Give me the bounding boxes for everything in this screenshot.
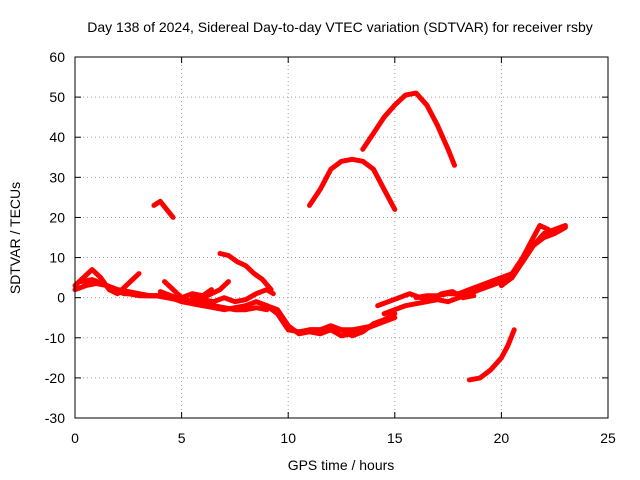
y-tick-label: 40: [49, 129, 65, 145]
tick-layer: -30 -20 -10 0 10 20 30 40 50 60 0 5 10 15 20 25: [45, 49, 616, 446]
y-tick-label: -10: [45, 330, 65, 346]
series-arc-21: [466, 327, 517, 383]
y-tick-label: -20: [45, 370, 65, 386]
series-arc-7: [189, 287, 276, 305]
x-tick-label: 20: [494, 430, 510, 446]
x-tick-label: 10: [280, 430, 296, 446]
x-tick-label: 0: [71, 430, 79, 446]
x-axis-label: GPS time / hours: [288, 457, 395, 473]
y-tick-label: -30: [45, 410, 65, 426]
y-tick-label: 0: [57, 290, 65, 306]
plot-frame: [74, 56, 609, 419]
y-tick-label: 50: [49, 89, 65, 105]
series-arc-15: [360, 90, 457, 168]
x-tick-label: 25: [600, 430, 616, 446]
y-tick-label: 10: [49, 250, 65, 266]
y-axis-label: SDTVAR / TECUs: [7, 182, 23, 294]
series-arc-10: [151, 198, 176, 220]
grid-layer: [75, 57, 608, 418]
series-layer: [72, 90, 568, 383]
series-arc-9: [217, 251, 274, 293]
y-tick-label: 30: [49, 169, 65, 185]
x-tick-label: 5: [178, 430, 186, 446]
series-arc-20: [509, 223, 551, 277]
series-arc-14: [307, 156, 398, 212]
y-tick-label: 60: [49, 49, 65, 65]
y-tick-label: 20: [49, 209, 65, 225]
chart-title: Day 138 of 2024, Sidereal Day-to-day VTE…: [87, 19, 593, 35]
series-arc-8: [200, 279, 231, 301]
series-arc-13: [307, 311, 398, 339]
series-arc-17: [381, 275, 515, 317]
x-tick-label: 15: [387, 430, 403, 446]
series-arc-5: [157, 289, 270, 313]
series-arc-19: [498, 225, 568, 289]
